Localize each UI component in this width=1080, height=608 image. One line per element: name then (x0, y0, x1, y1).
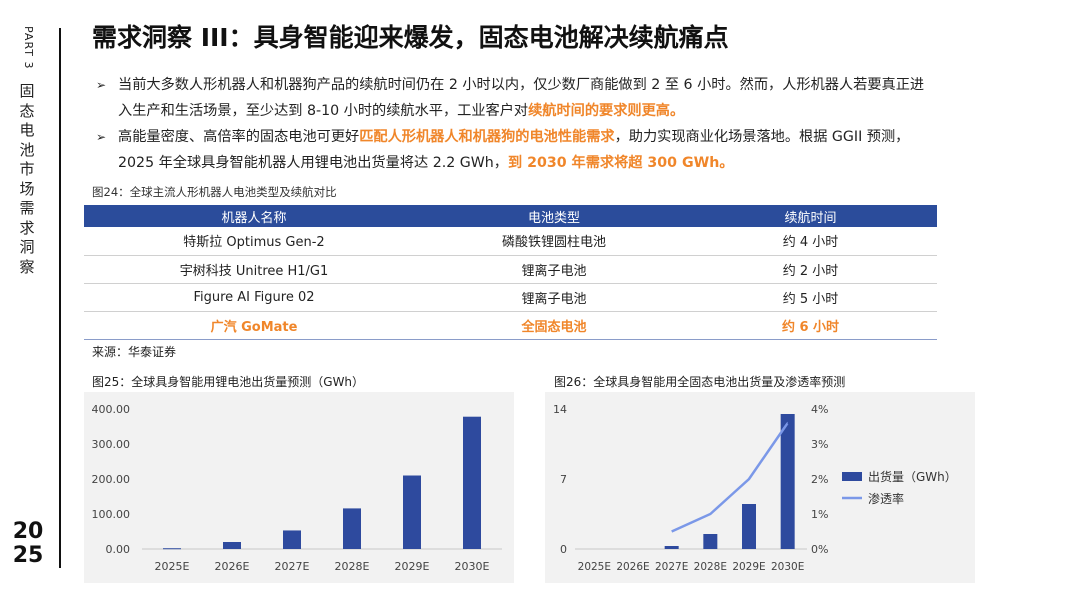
bar (343, 508, 361, 549)
chart1-panel: 0.00 100.00 200.00 300.00 400.00 2025E 2026E 20… (84, 392, 514, 583)
bar (664, 546, 679, 549)
bar (780, 414, 795, 549)
x-tick-label: 2029E (395, 560, 430, 573)
table-cell: 磷酸铁锂圆柱电池 (424, 227, 684, 256)
table-source: 来源：华泰证券 (92, 345, 177, 359)
bar (703, 534, 718, 549)
table-row: Figure AI Figure 02 锂离子电池 约 5 小时 (84, 283, 937, 312)
bar (283, 530, 301, 549)
y-tick-label: 200.00 (92, 473, 131, 486)
bar (223, 542, 241, 549)
rail-title-char: 池 (19, 140, 35, 159)
table-caption: 图24：全球主流人形机器人电池类型及续航对比 (92, 185, 337, 199)
rail-title-char: 求 (19, 218, 35, 237)
rail-title-char: 电 (19, 121, 35, 139)
table-header-cell: 续航时间 (684, 205, 937, 227)
y-right-tick-label: 2% (811, 473, 828, 486)
rail-title-char: 市 (19, 160, 35, 178)
bullet-text-after: ，助力实现商业化场景落地。根据 GGII 预测，2025 年全球具身智能机器人用… (118, 129, 910, 171)
table-cell: 约 5 小时 (684, 283, 937, 312)
bullet-item: ➢ 高能量密度、高倍率的固态电池可更好匹配人形机器人和机器狗的电池性能需求，助力… (96, 124, 926, 176)
table-cell: 约 6 小时 (684, 311, 937, 340)
table-cell: 宇树科技 Unitree H1/G1 (84, 255, 424, 284)
page-title: 需求洞察 III：具身智能迎来爆发，固态电池解决续航痛点 (92, 23, 729, 52)
arrow-bullet-icon: ➢ (96, 78, 107, 92)
robot-battery-table: 机器人名称 电池类型 续航时间 特斯拉 Optimus Gen-2 磷酸铁锂圆柱… (84, 205, 937, 340)
bar (463, 416, 481, 549)
bullet-highlight: 续航时间的要求则更高。 (528, 103, 685, 119)
rail-title-char: 察 (19, 257, 35, 276)
rail-title-char: 固 (19, 82, 35, 100)
bar (163, 548, 181, 550)
bullet-list: ➢ 当前大多数人形机器人和机器狗产品的续航时间仍在 2 小时以内，仅少数厂商能做… (96, 72, 926, 176)
rail-section-title: 固态电池市场需求洞察 (15, 82, 39, 277)
y-right-tick-label: 3% (811, 438, 828, 451)
bar (403, 475, 421, 549)
chart1-svg: 0.00 100.00 200.00 300.00 400.00 2025E 2026E 20… (92, 403, 502, 573)
bullet-highlight: 匹配人形机器人和机器狗的电池性能需求 (359, 129, 615, 145)
bullet-highlight-2: 到 2030 年需求将超 300 GWh。 (507, 155, 734, 171)
x-tick-label: 2029E (732, 561, 765, 573)
x-tick-label: 2025E (155, 560, 190, 573)
x-tick-label: 2026E (616, 561, 649, 573)
rail-part-label: PART 3 (22, 26, 35, 70)
table-cell: 约 2 小时 (684, 255, 937, 284)
table-cell: 约 4 小时 (684, 227, 937, 256)
y-right-tick-label: 4% (811, 403, 828, 416)
rail-title-char: 洞 (19, 238, 35, 256)
table-row-highlighted: 广汽 GoMate 全固态电池 约 6 小时 (84, 311, 937, 340)
table-cell: 广汽 GoMate (84, 311, 424, 340)
x-tick-label: 2026E (215, 560, 250, 573)
table-cell: 全固态电池 (424, 311, 684, 340)
y-right-tick-label: 1% (811, 508, 828, 521)
rail-title-char: 场 (19, 179, 35, 198)
y-left-tick-label: 0 (560, 543, 567, 556)
penetration-line (671, 422, 789, 533)
y-right-tick-label: 0% (811, 543, 828, 556)
x-tick-label: 2030E (455, 560, 490, 573)
bar (742, 504, 756, 549)
x-tick-label: 2028E (694, 561, 727, 573)
chart2-caption: 图26：全球具身智能用全固态电池出货量及渗透率预测 (554, 375, 846, 389)
table-cell: 锂离子电池 (424, 283, 684, 312)
rail-title-char: 需 (19, 199, 35, 217)
legend-line-label: 渗透率 (868, 491, 904, 506)
table-header-cell: 电池类型 (424, 205, 684, 227)
chart2-svg: 0 7 14 0% 1% 2% 3% 4% 2025E 2026E 2027E 2028E 2029E 2… (553, 403, 957, 573)
y-tick-label: 0.00 (106, 543, 131, 556)
table-row: 特斯拉 Optimus Gen-2 磷酸铁锂圆柱电池 约 4 小时 (84, 227, 937, 256)
table-header-cell: 机器人名称 (84, 205, 424, 227)
table-cell: 锂离子电池 (424, 255, 684, 284)
x-tick-label: 2028E (335, 560, 370, 573)
x-tick-label: 2027E (655, 561, 688, 573)
legend-bar-swatch (842, 472, 862, 481)
y-tick-label: 300.00 (92, 438, 131, 451)
rail-title-char: 态 (19, 101, 35, 120)
chart2-panel: 0 7 14 0% 1% 2% 3% 4% 2025E 2026E 2027E 2028E 2029E 2… (545, 392, 975, 583)
rail-year-bottom: 25 (12, 543, 44, 568)
x-tick-label: 2027E (275, 560, 310, 573)
y-tick-label: 400.00 (92, 403, 131, 416)
chart1-caption: 图25：全球具身智能用锂电池出货量预测（GWh） (92, 375, 365, 389)
bullet-item: ➢ 当前大多数人形机器人和机器狗产品的续航时间仍在 2 小时以内，仅少数厂商能做… (96, 72, 926, 124)
y-left-tick-label: 14 (553, 403, 567, 416)
y-tick-label: 100.00 (92, 508, 131, 521)
table-header-row: 机器人名称 电池类型 续航时间 (84, 205, 937, 227)
table-cell: 特斯拉 Optimus Gen-2 (84, 227, 424, 256)
x-tick-label: 2030E (771, 561, 804, 573)
arrow-bullet-icon: ➢ (96, 130, 107, 144)
table-cell: Figure AI Figure 02 (84, 283, 424, 312)
rail-year-top: 20 (12, 519, 44, 544)
legend-bar-label: 出货量（GWh） (868, 469, 957, 484)
bullet-text: 高能量密度、高倍率的固态电池可更好 (118, 129, 360, 145)
table-row: 宇树科技 Unitree H1/G1 锂离子电池 约 2 小时 (84, 255, 937, 284)
bullet-text: 当前大多数人形机器人和机器狗产品的续航时间仍在 2 小时以内，仅少数厂商能做到 … (118, 77, 925, 119)
y-left-tick-label: 7 (560, 473, 567, 486)
rail-divider (59, 28, 61, 568)
rail-year: 20 25 (8, 520, 48, 568)
x-tick-label: 2025E (578, 561, 611, 573)
